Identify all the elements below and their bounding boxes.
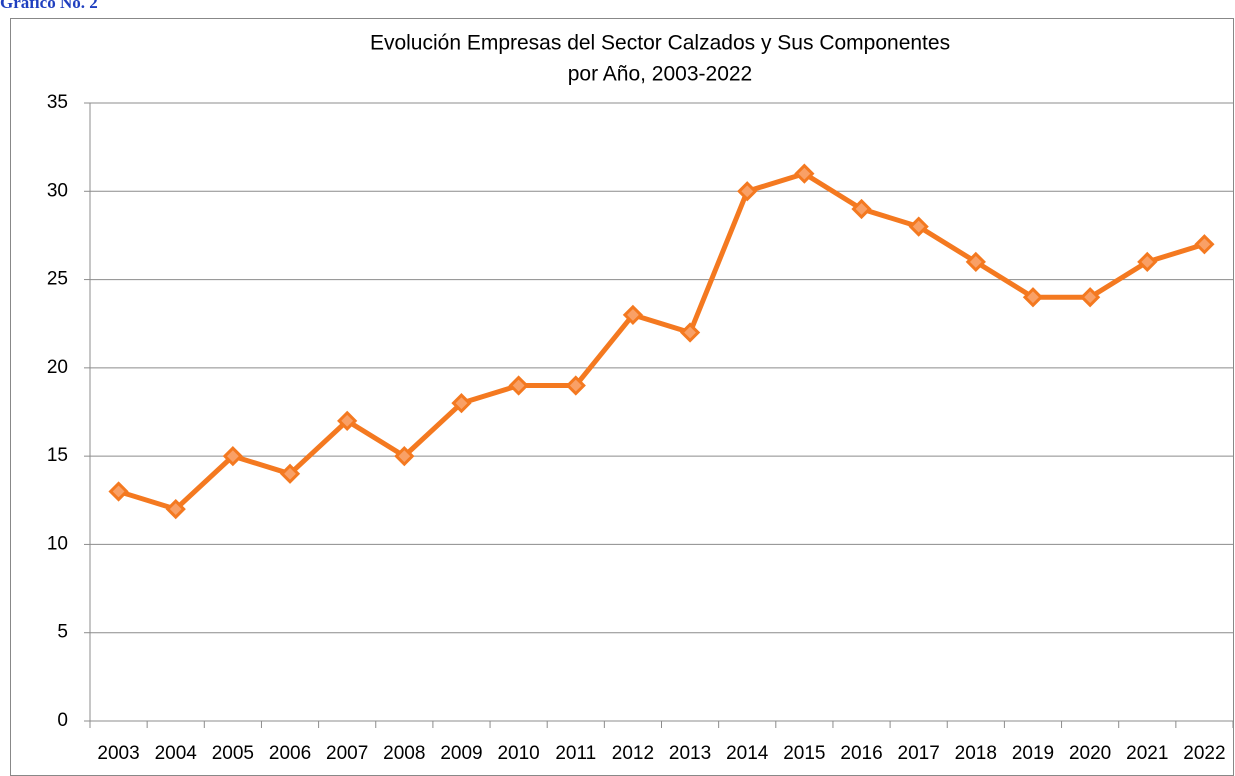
y-tick-label: 5 [57,622,68,643]
marker [679,322,701,343]
x-tick-label: 2012 [612,743,654,764]
line [117,171,1206,512]
marker [851,198,872,220]
marker [394,446,415,467]
x-tick-label: 2016 [840,743,882,764]
marker [279,463,301,484]
x-tick-label: 2005 [212,743,254,764]
y-tick-label: 35 [47,92,68,113]
marker [337,410,358,431]
x-tick-label: 2015 [783,743,825,764]
marker [622,304,644,326]
x-tick-label: 2013 [669,743,711,764]
chart-border [10,18,1234,776]
chart-title: Evolución Empresas del Sector Calzados y… [370,32,950,55]
x-tick-label: 2020 [1069,743,1111,764]
x-tick-label: 2010 [497,743,539,764]
y-tick-label: 25 [47,269,68,290]
marker [908,216,929,237]
marker [737,181,758,202]
x-tick-label: 2017 [898,743,940,764]
chart-title: por Año, 2003-2022 [568,63,753,86]
x-tick-label: 2019 [1012,743,1054,764]
x-tick-label: 2003 [97,743,139,764]
y-tick-label: 10 [47,533,68,554]
x-tick-label: 2021 [1126,743,1168,764]
marker [1137,251,1158,273]
x-tick-label: 2004 [155,743,198,764]
y-tick-label: 30 [47,180,68,201]
marker [222,446,243,467]
y-tick-label: 0 [57,710,68,731]
marker [565,375,586,396]
x-tick-label: 2006 [269,743,311,764]
y-tick-label: 15 [47,445,68,466]
marker [1022,287,1044,308]
y-tick-label: 20 [47,357,68,378]
marker [794,163,815,184]
x-tick-label: 2009 [440,743,482,764]
marker [508,375,529,396]
marker [965,251,986,273]
marker [1080,287,1101,308]
x-tick-label: 2014 [726,743,769,764]
marker [451,393,472,414]
x-tick-label: 2018 [955,743,997,764]
marker [165,498,186,520]
x-tick-label: 2022 [1183,743,1225,764]
marker [108,481,129,502]
x-tick-label: 2008 [383,743,425,764]
marker [1194,234,1215,255]
x-tick-label: 2007 [326,743,368,764]
x-tick-label: 2011 [555,743,596,764]
caption: Gráfico No. 2 [0,0,98,12]
